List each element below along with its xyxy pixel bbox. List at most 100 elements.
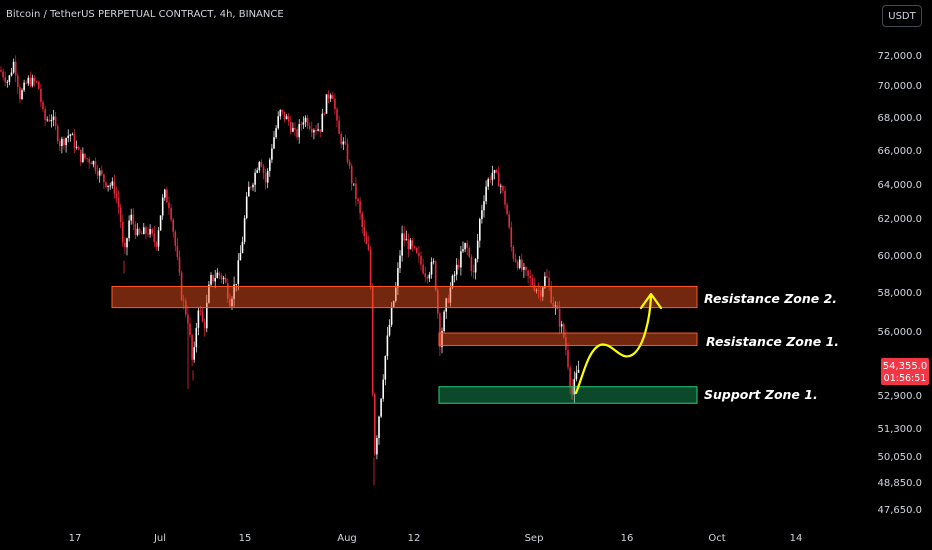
candle-body bbox=[122, 221, 124, 243]
candle-body bbox=[491, 172, 494, 180]
candle-body bbox=[212, 274, 214, 282]
candle-body bbox=[546, 276, 548, 278]
candle-body bbox=[216, 272, 219, 279]
candle-body bbox=[109, 185, 111, 187]
candle-body bbox=[283, 111, 286, 120]
candle-body bbox=[374, 394, 376, 455]
candle-body bbox=[302, 122, 305, 125]
candle-body bbox=[323, 113, 326, 115]
candle-body bbox=[453, 274, 456, 276]
candle-body bbox=[71, 134, 74, 136]
y-tick-label: 72,000.0 bbox=[877, 51, 922, 62]
y-tick-label: 56,000.0 bbox=[877, 327, 922, 338]
candle-body bbox=[239, 252, 242, 261]
y-tick-label: 58,000.0 bbox=[877, 288, 922, 299]
x-tick-label: 17 bbox=[69, 533, 82, 544]
candle-body bbox=[315, 130, 317, 132]
zone-label: Resistance Zone 2. bbox=[704, 291, 837, 306]
candle-body bbox=[357, 198, 359, 202]
candle-body bbox=[462, 249, 464, 252]
candle-body bbox=[386, 335, 389, 357]
currency-button[interactable]: USDT bbox=[882, 5, 922, 27]
candle-body bbox=[214, 278, 216, 282]
candle-body bbox=[237, 260, 240, 284]
y-tick-label: 48,850.0 bbox=[877, 478, 922, 489]
candle-body bbox=[208, 284, 210, 303]
candle-body bbox=[535, 289, 538, 291]
candle-body bbox=[537, 289, 540, 291]
candle-body bbox=[130, 214, 132, 221]
candle-body bbox=[264, 172, 267, 183]
candle-body bbox=[191, 335, 193, 360]
last-price-label: 54,355.001:56:51 bbox=[881, 357, 929, 385]
candle-body bbox=[401, 233, 403, 256]
last-price-value: 54,355.0 bbox=[883, 361, 928, 372]
candle-body bbox=[12, 61, 15, 73]
candle-body bbox=[111, 181, 114, 186]
candle-body bbox=[466, 242, 468, 248]
candle-body bbox=[558, 308, 561, 327]
candle-body bbox=[107, 185, 109, 187]
candle-body bbox=[418, 252, 420, 256]
candle-body bbox=[98, 170, 101, 176]
candle-body bbox=[134, 224, 137, 236]
candle-body bbox=[390, 306, 393, 325]
candle-body bbox=[14, 61, 17, 76]
candle-body bbox=[170, 208, 172, 220]
candle-body bbox=[306, 117, 309, 127]
candle-body bbox=[552, 302, 555, 307]
candle-body bbox=[90, 162, 93, 165]
candle-body bbox=[416, 247, 418, 253]
candle-body bbox=[300, 124, 303, 125]
candle-body bbox=[329, 95, 332, 99]
candle-body bbox=[31, 77, 34, 86]
x-tick-label: 15 bbox=[239, 533, 252, 544]
candle-body bbox=[514, 258, 517, 262]
candle-body bbox=[311, 128, 313, 133]
candle-body bbox=[325, 94, 328, 114]
candle-body bbox=[273, 137, 275, 149]
candle-body bbox=[67, 135, 69, 139]
candle-body bbox=[399, 255, 401, 269]
candle-body bbox=[527, 270, 529, 276]
candle-body bbox=[105, 182, 107, 187]
candle-body bbox=[407, 238, 410, 250]
chart-title: Bitcoin / TetherUS PERPETUAL CONTRACT, 4… bbox=[6, 9, 284, 20]
y-tick-label: 70,000.0 bbox=[877, 81, 922, 92]
candle-body bbox=[82, 153, 84, 163]
candle-body bbox=[420, 255, 422, 265]
candle-body bbox=[210, 274, 212, 285]
candle-body bbox=[119, 207, 122, 222]
candle-body bbox=[308, 126, 311, 129]
candle-body bbox=[147, 233, 149, 235]
candle-body bbox=[132, 214, 135, 225]
y-tick-label: 47,650.0 bbox=[877, 505, 922, 516]
candle-body bbox=[275, 128, 277, 138]
candle-body bbox=[224, 277, 227, 283]
zone-label: Support Zone 1. bbox=[704, 387, 818, 402]
candle-body bbox=[285, 116, 288, 120]
candle-body bbox=[432, 261, 435, 263]
candle-body bbox=[241, 241, 244, 253]
candle-body bbox=[332, 95, 334, 99]
candle-body bbox=[96, 170, 99, 176]
candle-body bbox=[567, 350, 569, 368]
candle-body bbox=[243, 218, 246, 242]
candle-body bbox=[271, 148, 273, 160]
candle-body bbox=[101, 170, 103, 175]
candle-body bbox=[157, 230, 160, 247]
candle-body bbox=[474, 258, 477, 273]
candle-body bbox=[0, 70, 2, 72]
y-tick-label: 62,000.0 bbox=[877, 214, 922, 225]
candle-body bbox=[378, 416, 380, 438]
candle-body bbox=[321, 113, 324, 132]
candle-body bbox=[428, 274, 431, 279]
candle-body bbox=[252, 184, 254, 188]
candle-body bbox=[250, 186, 252, 188]
candle-body bbox=[313, 130, 315, 133]
candle-body bbox=[94, 161, 97, 171]
candle-body bbox=[336, 109, 338, 121]
candle-body bbox=[6, 81, 9, 83]
candle-body bbox=[4, 77, 6, 83]
